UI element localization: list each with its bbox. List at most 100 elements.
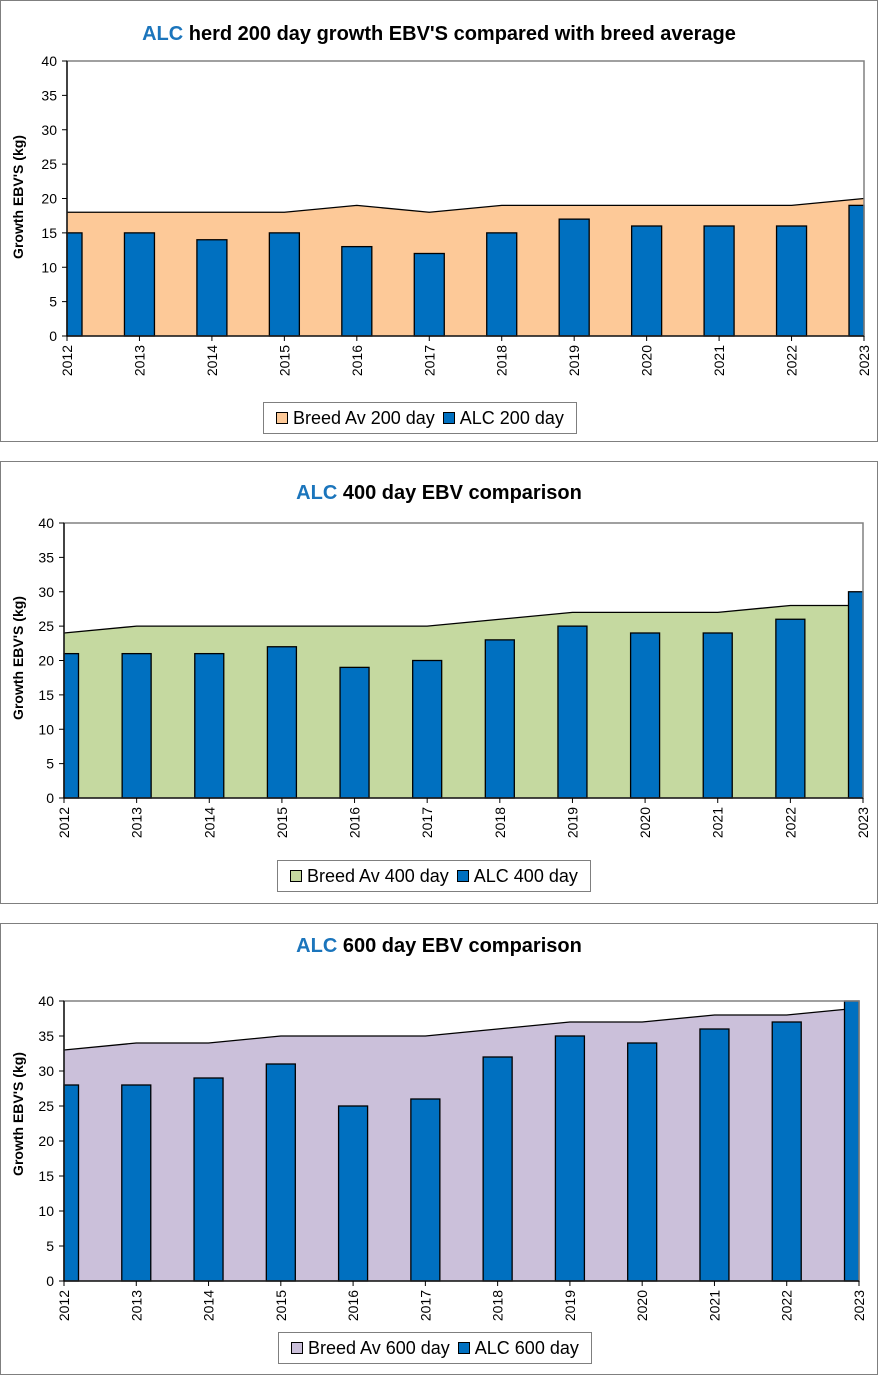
x-tick-label: 2019 [562, 1290, 578, 1321]
x-tick-label: 2015 [274, 807, 290, 838]
chart-title-brand: ALC [296, 935, 338, 957]
alc-bar [627, 1042, 658, 1282]
alc-bar [121, 652, 152, 799]
x-tick-label: 2022 [782, 807, 798, 838]
x-tick-label: 2018 [494, 345, 510, 376]
chart-title: ALC herd 200 day growth EBV'S compared w… [1, 23, 877, 46]
breed-average-line [67, 197, 865, 213]
alc-bar [63, 652, 80, 799]
chart-panel-600-day: ALC 600 day EBV comparison 0 5 10 15 20 25 30 3… [0, 923, 878, 1375]
alc-bar [630, 225, 663, 337]
chart-plot: 0 5 10 15 20 25 30 35 40 2012 2013 2014 2015 2016 2017… [10, 993, 867, 1321]
chart-title-text: herd 200 day growth EBV'S compared with … [183, 23, 736, 45]
y-tick-label: 35 [41, 87, 57, 103]
x-tick-label: 2021 [710, 807, 726, 838]
chart-title: ALC 600 day EBV comparison [1, 935, 877, 958]
y-tick-label: 40 [41, 53, 57, 69]
chart-panel-200-day: ALC herd 200 day growth EBV'S compared w… [0, 0, 878, 442]
breed-average-area [67, 198, 864, 336]
y-tick-label: 40 [38, 515, 54, 531]
x-tick-label: 2017 [417, 1290, 433, 1321]
x-tick-label: 2022 [779, 1290, 795, 1321]
legend-label: ALC 400 day [473, 865, 578, 886]
chart-title-text: 400 day EBV comparison [337, 482, 582, 504]
alc-bar [554, 1035, 586, 1282]
legend-item-breed-average: Breed Av 200 day [276, 408, 435, 429]
y-tick-label: 25 [41, 156, 57, 172]
x-tick-label: 2019 [566, 345, 582, 376]
alc-bar [629, 632, 661, 799]
alc-bar [484, 639, 515, 799]
alc-bar [410, 1098, 441, 1282]
alc-bar [193, 1077, 224, 1282]
x-tick-label: 2012 [59, 345, 75, 376]
x-tick-label: 2013 [131, 345, 147, 376]
legend-item-breed-average: Breed Av 400 day [290, 866, 449, 887]
x-tick-label: 2023 [856, 345, 872, 376]
y-tick-label: 35 [38, 549, 54, 565]
x-tick-label: 2018 [492, 807, 508, 838]
legend-label: ALC 200 day [459, 407, 564, 428]
chart-title-brand: ALC [142, 23, 184, 45]
legend-swatch-breed-average [290, 870, 302, 882]
x-tick-label: 2013 [128, 1290, 144, 1321]
x-tick-label: 2016 [345, 1290, 361, 1321]
x-tick-label: 2012 [56, 807, 72, 838]
x-tick-label: 2016 [347, 807, 363, 838]
legend-item-alc: ALC 600 day [457, 1337, 579, 1359]
alc-bar [268, 232, 301, 337]
alc-bar [413, 252, 445, 337]
y-tick-label: 25 [38, 618, 54, 634]
y-tick-label: 35 [38, 1028, 54, 1044]
y-tick-label: 0 [46, 1273, 54, 1289]
legend-swatch-breed-average [276, 412, 288, 424]
x-tick-label: 2020 [637, 807, 653, 838]
alc-bar [339, 666, 370, 799]
alc-bar [337, 1105, 369, 1282]
x-tick-label: 2021 [706, 1290, 722, 1321]
alc-bar [775, 618, 806, 799]
chart-legend: Breed Av 200 day ALC 200 day [263, 402, 577, 434]
alc-bar [843, 1000, 860, 1282]
y-tick-label: 20 [38, 653, 54, 669]
x-tick-label: 2020 [639, 345, 655, 376]
y-tick-label: 0 [46, 790, 54, 806]
alc-bar [63, 1084, 80, 1282]
y-axis-label: Growth EBV'S (kg) [10, 1052, 26, 1176]
legend-label: Breed Av 600 day [308, 1337, 450, 1358]
legend-label: Breed Av 200 day [293, 407, 435, 428]
x-tick-label: 2015 [276, 345, 292, 376]
y-tick-label: 30 [41, 122, 57, 138]
legend-label: ALC 600 day [474, 1337, 579, 1358]
y-tick-label: 25 [38, 1098, 54, 1114]
chart-panel-400-day: ALC 400 day EBV comparison 0 5 10 15 20 25 30 3… [0, 461, 878, 904]
chart-legend: Breed Av 600 day ALC 600 day [278, 1332, 592, 1364]
x-tick-label: 2018 [490, 1290, 506, 1321]
alc-bar [412, 659, 443, 799]
legend-item-breed-average: Breed Av 600 day [291, 1338, 450, 1359]
y-tick-label: 40 [38, 993, 54, 1009]
alc-bar [66, 232, 83, 337]
y-tick-label: 15 [38, 687, 54, 703]
legend-swatch-alc [457, 1342, 470, 1354]
alc-bar [699, 1028, 730, 1282]
y-tick-label: 30 [38, 1063, 54, 1079]
breed-average-line [63, 604, 863, 634]
alc-bar [557, 625, 588, 799]
alc-bar [771, 1021, 802, 1282]
y-tick-label: 10 [41, 259, 57, 275]
alc-bar [266, 646, 298, 799]
alc-bar [265, 1063, 296, 1282]
breed-average-line [63, 1007, 860, 1051]
x-tick-label: 2015 [273, 1290, 289, 1321]
x-tick-label: 2016 [349, 345, 365, 376]
y-tick-label: 5 [49, 294, 57, 310]
x-tick-label: 2023 [855, 807, 871, 838]
alc-bar [196, 239, 228, 337]
chart-title-brand: ALC [296, 482, 338, 504]
chart-plot: 0 5 10 15 20 25 30 35 40 2012 2013 2014 2015 2016 2017… [10, 515, 871, 838]
alc-bar [194, 652, 225, 799]
x-tick-label: 2019 [564, 807, 580, 838]
alc-bar [702, 632, 733, 799]
x-tick-label: 2017 [419, 807, 435, 838]
